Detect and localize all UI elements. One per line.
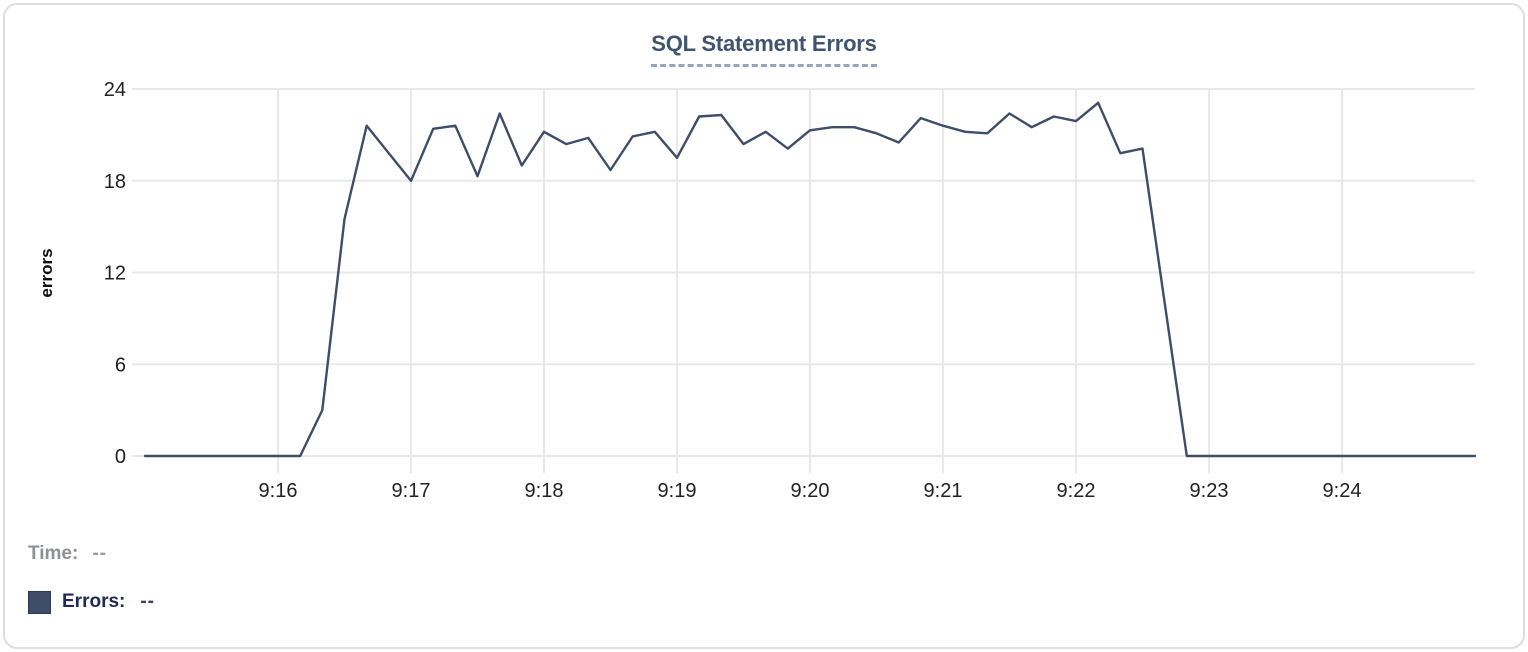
errors-label: Errors: bbox=[62, 591, 126, 612]
x-tick-label: 9:17 bbox=[392, 480, 431, 502]
legend-errors-row: Errors: -- bbox=[28, 590, 155, 614]
errors-value: -- bbox=[140, 591, 156, 612]
time-label: Time: bbox=[28, 543, 79, 564]
chart-plot-area[interactable] bbox=[145, 89, 1475, 456]
chart-legend: Time: -- Errors: -- bbox=[28, 542, 155, 614]
x-tick-label: 9:16 bbox=[259, 480, 298, 502]
y-axis-title: errors bbox=[37, 248, 56, 297]
chart-title[interactable]: SQL Statement Errors bbox=[651, 31, 877, 67]
y-tick-label: 12 bbox=[104, 263, 126, 285]
x-tick-label: 9:19 bbox=[658, 480, 697, 502]
chart-card: SQL Statement Errors 0 6 12 18 24 9:16 9:17 9:1… bbox=[3, 3, 1525, 649]
y-tick-label: 24 bbox=[104, 79, 126, 101]
x-tick-label: 9:18 bbox=[525, 480, 564, 502]
y-tick-label: 6 bbox=[115, 354, 126, 376]
time-value: -- bbox=[92, 543, 107, 564]
y-tick-label: 0 bbox=[115, 446, 126, 468]
chart-grid bbox=[132, 88, 1475, 473]
x-tick-label: 9:20 bbox=[791, 480, 830, 502]
legend-time-row: Time: -- bbox=[28, 542, 155, 566]
x-tick-label: 9:21 bbox=[924, 480, 963, 502]
chart-axis-labels: 0 6 12 18 24 9:16 9:17 9:18 9:19 9:20 9:21 9:22 9:23… bbox=[104, 79, 1362, 502]
chart-svg: 0 6 12 18 24 9:16 9:17 9:18 9:19 9:20 9:21 9:22 9:23… bbox=[37, 79, 1477, 502]
errors-swatch-icon bbox=[28, 590, 51, 614]
x-tick-label: 9:24 bbox=[1323, 480, 1362, 502]
errors-line bbox=[143, 101, 1477, 458]
chart-title-row: SQL Statement Errors bbox=[5, 31, 1523, 67]
x-tick-label: 9:23 bbox=[1190, 480, 1229, 502]
y-tick-label: 18 bbox=[104, 171, 126, 193]
x-tick-label: 9:22 bbox=[1057, 480, 1096, 502]
